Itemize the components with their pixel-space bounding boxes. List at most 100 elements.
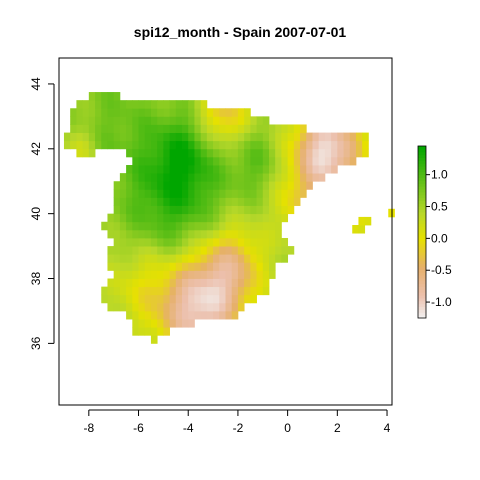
raster-cell [231, 197, 239, 206]
raster-cell [213, 213, 220, 223]
raster-cell [119, 189, 127, 198]
raster-cell [169, 124, 177, 133]
raster-cell [225, 302, 233, 312]
raster-cell [250, 278, 257, 288]
raster-cell [262, 156, 270, 166]
raster-cell [144, 116, 152, 125]
raster-cell [200, 254, 208, 263]
raster-cell [206, 221, 214, 231]
raster-cell [150, 148, 158, 158]
raster-cell [225, 197, 233, 206]
raster-cell [206, 213, 214, 223]
raster-cell [138, 319, 146, 328]
raster-cell [237, 221, 245, 231]
raster-cell [113, 132, 121, 142]
raster-cell [337, 156, 344, 166]
raster-cell [231, 116, 239, 125]
raster-cell [324, 140, 332, 150]
raster-cell [281, 148, 289, 158]
legend-swatch [418, 272, 426, 276]
raster-cell [175, 213, 183, 223]
raster-cell [194, 246, 202, 255]
raster-cell [113, 302, 121, 312]
raster-cell [169, 286, 177, 296]
raster-cell [244, 294, 251, 304]
raster-cell [175, 156, 183, 166]
raster-cell [324, 148, 332, 158]
raster-cell [182, 310, 189, 320]
raster-cell [213, 116, 220, 125]
legend-swatch [418, 157, 426, 161]
raster-cell [231, 205, 239, 215]
raster-cell [231, 156, 239, 166]
raster-cell [157, 213, 164, 223]
raster-cell [150, 173, 158, 182]
legend-swatch [418, 154, 426, 158]
raster-cell [250, 181, 257, 190]
raster-cell [188, 189, 195, 198]
raster-cell [231, 246, 239, 255]
raster-cell [70, 132, 77, 142]
raster-cell [144, 302, 152, 312]
raster-cell [63, 132, 71, 142]
raster-cell [275, 132, 282, 142]
raster-cell [175, 221, 183, 231]
raster-cell [182, 278, 189, 288]
raster-cell [144, 278, 152, 288]
raster-cell [231, 286, 239, 296]
raster-cell [281, 189, 289, 198]
x-tick-label: 4 [384, 421, 391, 435]
legend-tick-label: 0.0 [431, 231, 448, 245]
raster-cell [175, 302, 183, 312]
raster-cell [206, 286, 214, 296]
raster-cell [256, 286, 264, 296]
raster-cell [287, 124, 295, 133]
raster-cell [206, 156, 214, 166]
raster-cell [237, 140, 245, 150]
raster-cell [293, 173, 301, 182]
legend-swatch [418, 220, 426, 224]
raster-cell [213, 310, 220, 320]
raster-cell [132, 221, 139, 231]
raster-cell [82, 108, 90, 117]
raster-cell [281, 246, 289, 255]
raster-cell [157, 181, 164, 190]
raster-cell [256, 124, 264, 133]
raster-cell [169, 165, 177, 174]
x-tick-label: -2 [233, 421, 244, 435]
y-tick-label: 38 [29, 272, 43, 286]
raster-cell [126, 189, 133, 198]
raster-cell [268, 213, 276, 223]
raster-cell [138, 205, 146, 215]
raster-cell [256, 181, 264, 190]
legend-swatch [418, 303, 426, 308]
raster-cell [231, 229, 239, 239]
raster-cell [107, 229, 115, 239]
raster-cell [119, 132, 127, 142]
raster-cell [293, 140, 301, 150]
raster-cell [318, 132, 326, 142]
raster-cell [194, 181, 202, 190]
raster-cell [182, 237, 189, 247]
raster-cell [231, 108, 239, 117]
raster-cell [150, 286, 158, 296]
raster-cell [237, 116, 245, 125]
raster-cell [163, 124, 170, 133]
raster-cell [157, 197, 164, 206]
legend-swatch [418, 217, 426, 222]
raster-cell [213, 140, 220, 150]
raster-cell [169, 213, 177, 223]
raster-cell [306, 140, 313, 150]
raster-cell [231, 237, 239, 247]
raster-cell [287, 173, 295, 182]
raster-cell [244, 246, 251, 255]
raster-cell [175, 270, 183, 279]
raster-cell [219, 189, 226, 198]
raster-cell [188, 100, 195, 109]
raster-cell [281, 213, 289, 223]
raster-cell [231, 173, 239, 182]
raster-cell [163, 140, 170, 150]
raster-cell [157, 310, 164, 320]
raster-cell [237, 229, 245, 239]
raster-cell [107, 92, 115, 101]
